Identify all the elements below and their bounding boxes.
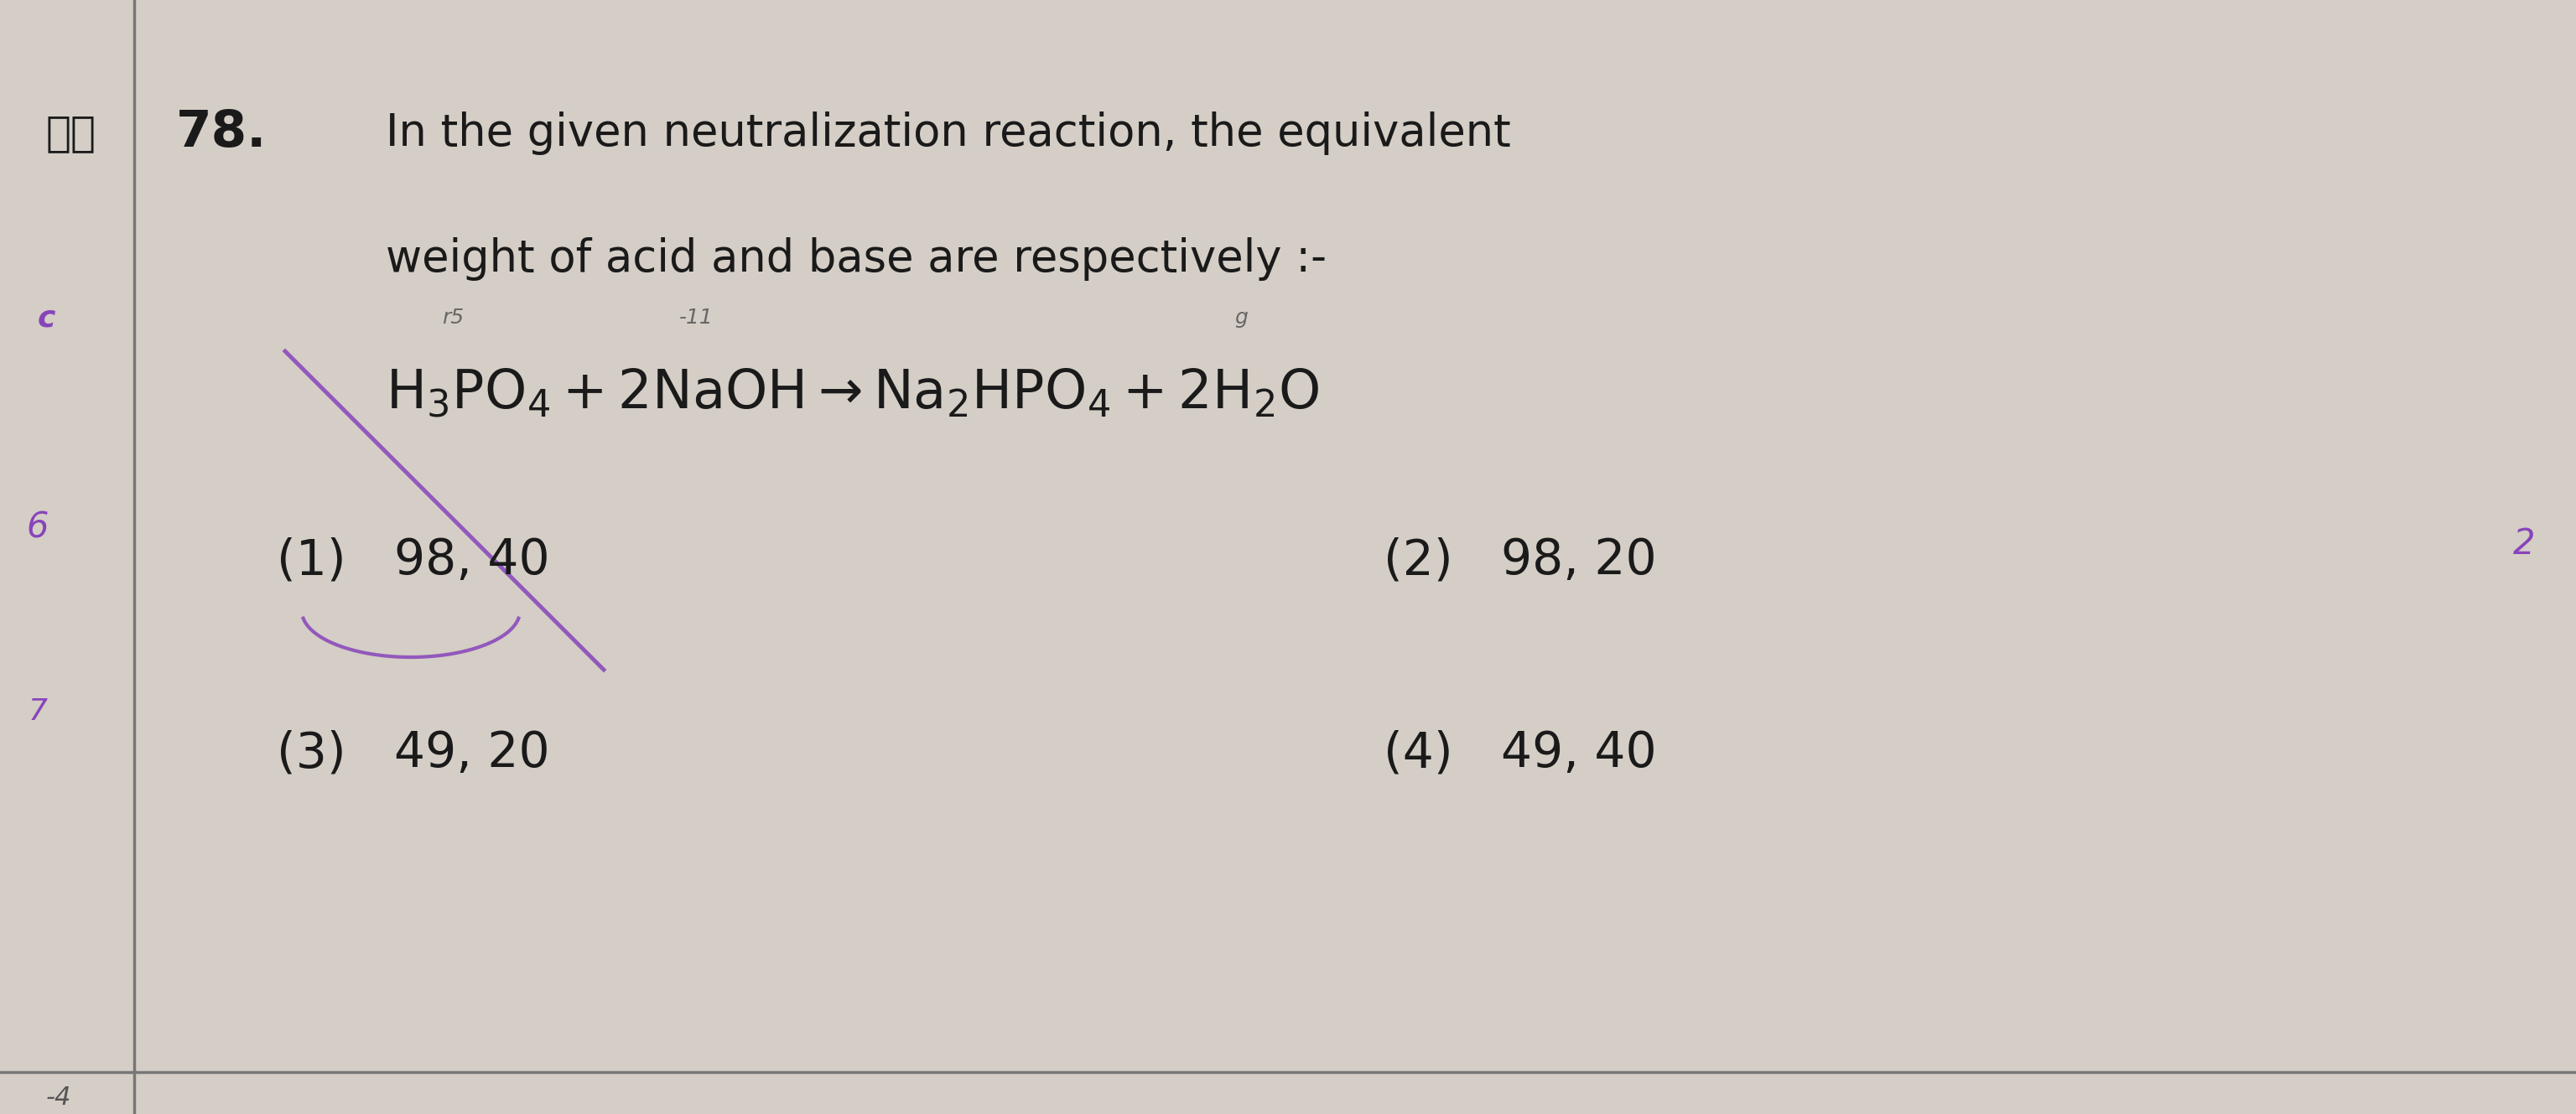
- Text: 7: 7: [28, 697, 46, 726]
- Text: (1): (1): [276, 537, 345, 585]
- Text: 98, 20: 98, 20: [1502, 537, 1656, 585]
- Text: के: के: [46, 114, 95, 154]
- Text: $\mathrm{H_3PO_4 + 2NaOH \rightarrow Na_2HPO_4 + 2H_2O}$: $\mathrm{H_3PO_4 + 2NaOH \rightarrow Na_…: [386, 367, 1319, 420]
- Text: -4: -4: [46, 1085, 72, 1110]
- Text: 49, 40: 49, 40: [1502, 730, 1656, 778]
- Text: (4): (4): [1383, 730, 1453, 778]
- Text: -11: -11: [680, 307, 714, 328]
- Text: 2: 2: [2514, 527, 2535, 561]
- Text: In the given neutralization reaction, the equivalent: In the given neutralization reaction, th…: [386, 111, 1512, 155]
- Text: c: c: [36, 303, 54, 332]
- Text: g: g: [1234, 307, 1247, 328]
- Text: 78.: 78.: [175, 108, 268, 158]
- Text: 6: 6: [26, 509, 49, 545]
- Text: 98, 40: 98, 40: [394, 537, 549, 585]
- Text: (3): (3): [276, 730, 345, 778]
- Text: weight of acid and base are respectively :-: weight of acid and base are respectively…: [386, 237, 1327, 281]
- Text: r5: r5: [443, 307, 464, 328]
- Text: 49, 20: 49, 20: [394, 730, 549, 778]
- Text: (2): (2): [1383, 537, 1453, 585]
